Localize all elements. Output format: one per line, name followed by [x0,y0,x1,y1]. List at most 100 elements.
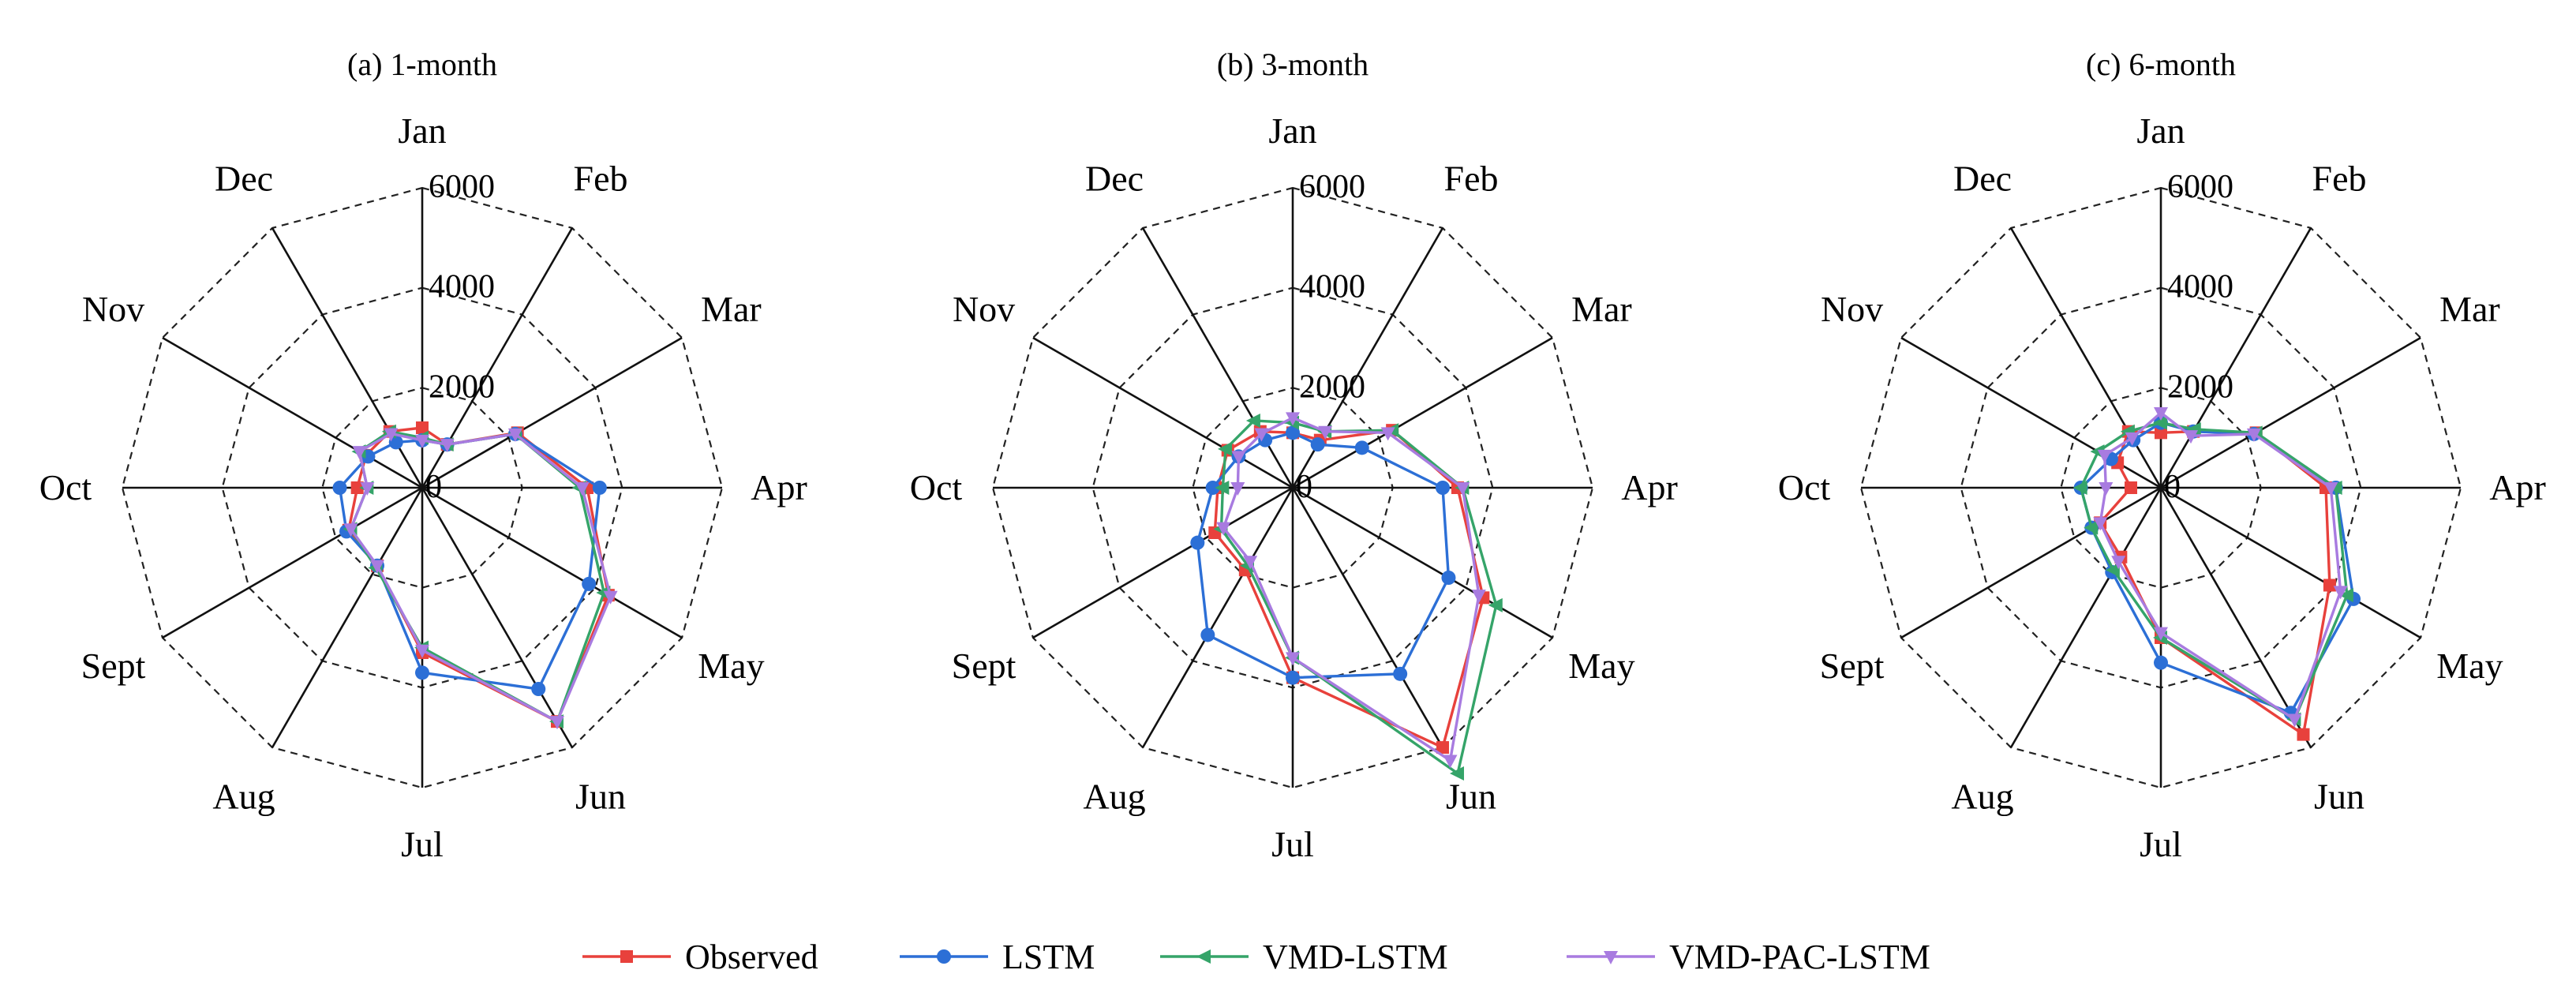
radial-tick-label: 4000 [429,269,495,305]
legend-item-observed: Observed [582,938,818,976]
data-point-vmd-pac-lstm [2093,517,2108,531]
category-label-jun: Jun [2314,776,2364,816]
legend-item-vmd-pac-lstm: VMD-PAC-LSTM [1567,938,1930,976]
chart-title: (a) 1-month [347,47,497,82]
axis-spoke [2160,336,2421,489]
radial-tick-label: 2000 [1299,369,1365,405]
category-label-oct: Oct [1778,467,1831,507]
radial-tick-label: 0 [2164,469,2181,505]
category-label-feb: Feb [574,159,628,199]
category-label-jan: Jan [398,110,446,151]
legend-item-vmd-lstm: VMD-LSTM [1160,938,1448,976]
category-label-sept: Sept [1820,646,1885,686]
radial-tick-label: 2000 [429,369,495,405]
axis-spoke [1292,336,1553,489]
data-point-vmd-lstm [2084,520,2099,535]
category-label-jul: Jul [401,824,444,864]
data-point-vmd-pac-lstm [1455,482,1470,496]
data-point-vmd-pac-lstm [1286,412,1300,426]
data-point-lstm [1205,481,1220,495]
data-point-lstm [1354,440,1369,455]
data-point-vmd-pac-lstm [1443,754,1458,769]
data-point-vmd-pac-lstm [2097,449,2112,463]
axis-spoke [421,487,574,748]
data-point-vmd-pac-lstm [2323,482,2338,496]
data-point-lstm [1286,425,1300,440]
legend-label: VMD-PAC-LSTM [1669,938,1930,976]
data-point-lstm [1441,571,1456,585]
radial-tick-label: 6000 [1299,169,1365,205]
data-point-vmd-pac-lstm [2287,713,2302,728]
data-point-vmd-pac-lstm [384,428,399,442]
data-point-vmd-pac-lstm [2125,432,2140,446]
data-point-vmd-pac-lstm [370,560,384,574]
data-point-observed [350,481,364,494]
radial-tick-label: 6000 [429,169,495,205]
data-point-vmd-lstm [1217,441,1232,456]
category-label-may: May [2436,646,2503,686]
category-label-dec: Dec [1953,159,2012,199]
data-point-vmd-pac-lstm [1471,590,1486,604]
data-point-vmd-pac-lstm [507,428,522,442]
radial-tick-label: 4000 [1299,269,1365,305]
radar-panel-2: (b) 3-month Jan Feb Mar Apr May Jun Jul Aug Sept O… [910,47,1678,864]
axis-spoke [421,486,683,639]
data-point-vmd-pac-lstm [1254,428,1269,442]
legend-label: Observed [685,938,818,976]
category-label-feb: Feb [2312,159,2367,199]
legend-marker [1604,951,1618,964]
axis-spoke [1141,487,1294,748]
legend-marker [620,950,633,963]
chart-title: (c) 6-month [2086,47,2236,82]
axis-spoke [1291,487,1444,748]
axis-spoke [421,336,683,489]
radial-tick-label: 6000 [2167,169,2233,205]
data-point-vmd-pac-lstm [1216,522,1231,536]
category-label-mar: Mar [1571,289,1632,329]
axis-spoke [2159,487,2312,748]
data-point-observed [416,421,429,434]
axis-spoke [1141,227,1294,489]
series-line-vmd-lstm [1219,419,1498,775]
data-point-vmd-pac-lstm [343,523,358,537]
data-point-lstm [415,665,429,680]
series-vmd-pac-lstm [1216,412,1486,769]
legend-marker [1196,949,1211,964]
axis-spoke [2160,486,2421,639]
data-point-vmd-pac-lstm [2184,430,2198,444]
category-label-apr: Apr [751,467,807,507]
data-point-lstm [582,576,597,591]
data-point-lstm [1310,437,1325,452]
data-point-vmd-pac-lstm [1231,451,1246,465]
data-point-vmd-pac-lstm [2111,556,2126,570]
data-point-lstm [1393,666,1408,681]
category-label-dec: Dec [1085,159,1144,199]
data-point-observed [2125,481,2137,494]
data-point-vmd-pac-lstm [2154,627,2168,641]
data-point-lstm [1190,535,1205,550]
legend-item-lstm: LSTM [900,938,1095,976]
data-point-vmd-lstm [2153,415,2167,430]
category-label-sept: Sept [952,646,1017,686]
data-point-vmd-lstm [1450,766,1464,781]
data-point-vmd-pac-lstm [440,439,455,453]
data-point-vmd-lstm [1215,481,1230,495]
axis-spoke [2159,227,2312,489]
data-point-vmd-pac-lstm [2154,407,2168,421]
category-label-oct: Oct [910,467,963,507]
data-point-vmd-lstm [2105,563,2120,578]
data-point-vmd-pac-lstm [2099,482,2114,496]
data-point-vmd-pac-lstm [1230,482,1245,496]
radial-tick-label: 0 [1296,469,1312,505]
axis-spoke [1292,486,1553,639]
data-point-vmd-pac-lstm [360,482,375,496]
data-point-vmd-pac-lstm [603,590,618,605]
data-point-vmd-lstm [2186,421,2201,436]
axis-spoke [162,336,423,489]
data-point-lstm [2154,655,2168,670]
category-label-oct: Oct [39,467,92,507]
category-label-nov: Nov [953,289,1015,329]
category-label-may: May [698,646,764,686]
category-label-mar: Mar [2439,289,2500,329]
category-label-nov: Nov [82,289,144,329]
